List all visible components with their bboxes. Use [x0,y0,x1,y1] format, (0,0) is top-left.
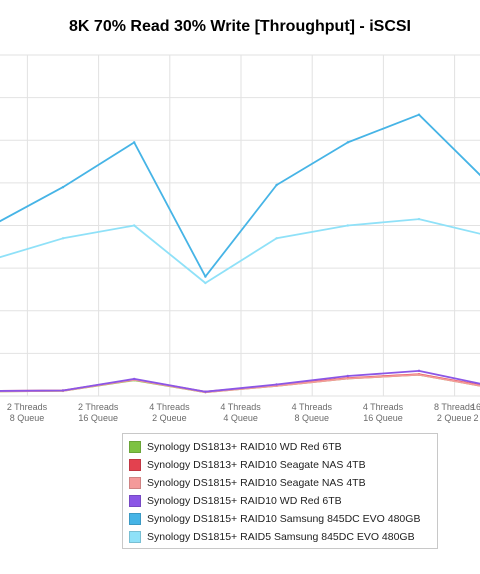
legend-label: Synology DS1813+ RAID10 WD Red 6TB [147,441,342,453]
legend-swatch [129,477,141,489]
legend-label: Synology DS1815+ RAID10 Seagate NAS 4TB [147,477,366,489]
data-point [61,185,65,189]
data-point [61,237,65,240]
data-point [417,217,421,221]
data-point [133,224,136,227]
data-point [204,275,207,278]
data-point [346,377,349,380]
legend-swatch [129,459,141,471]
x-tick-label: 2 [473,413,478,423]
legend-label: Synology DS1815+ RAID10 Samsung 845DC EV… [147,513,421,525]
x-tick-label: 4 Threads [292,402,333,412]
legend: Synology DS1813+ RAID10 WD Red 6TB Synolo… [122,433,438,549]
data-point [417,113,421,116]
legend-item: Synology DS1813+ RAID10 WD Red 6TB [129,440,342,454]
data-point [346,374,349,378]
x-tick-label: 2 Queue [437,413,472,423]
x-tick-label: 4 Queue [223,413,258,423]
series-line-4 [0,369,480,393]
data-point [417,369,421,373]
x-tick-label: 4 Threads [220,402,261,412]
legend-item: Synology DS1815+ RAID10 Samsung 845DC EV… [129,512,420,526]
data-point [275,383,278,386]
legend-label: Synology DS1815+ RAID5 Samsung 845DC EVO… [147,531,415,543]
legend-swatch [129,531,141,543]
legend-swatch [129,513,141,525]
legend-label: Synology DS1813+ RAID10 Seagate NAS 4TB [147,459,366,471]
data-point [61,389,65,392]
x-tick-label: 8 Threads [434,402,475,412]
series-line-5 [0,113,480,278]
data-point [346,141,349,144]
legend-item: Synology DS1815+ RAID10 WD Red 6TB [129,494,342,508]
data-point [275,237,278,240]
legend-label: Synology DS1815+ RAID10 WD Red 6TB [147,495,342,507]
legend-item: Synology DS1813+ RAID10 Seagate NAS 4TB [129,458,366,472]
legend-swatch [129,441,141,453]
x-tick-label: 2 Threads [78,402,119,412]
x-tick-label: 16 Queue [78,413,118,423]
data-point [275,183,278,187]
series-lines [0,113,480,394]
data-point [346,224,349,227]
data-point [204,390,207,393]
x-tick-label: 2 Threads [7,402,48,412]
chart-title: 8K 70% Read 30% Write [Throughput] - iSC… [69,18,411,35]
series-line-6 [0,218,480,284]
legend-swatch [129,495,141,507]
data-point [133,377,136,381]
x-tick-label: 4 Threads [149,402,190,412]
x-tick-label: 4 Threads [363,402,404,412]
x-tick-label: 16 [471,402,480,412]
grid-lines [0,54,480,397]
x-tick-label: 16 Queue [363,413,403,423]
x-tick-label: 2 Queue [152,413,187,423]
data-point [417,373,421,376]
data-point [133,141,136,144]
legend-item: Synology DS1815+ RAID10 Seagate NAS 4TB [129,476,366,490]
legend-item: Synology DS1815+ RAID5 Samsung 845DC EVO… [129,530,415,544]
data-point [204,281,207,285]
x-tick-label: 8 Queue [295,413,330,423]
x-tick-label: 8 Queue [10,413,45,423]
